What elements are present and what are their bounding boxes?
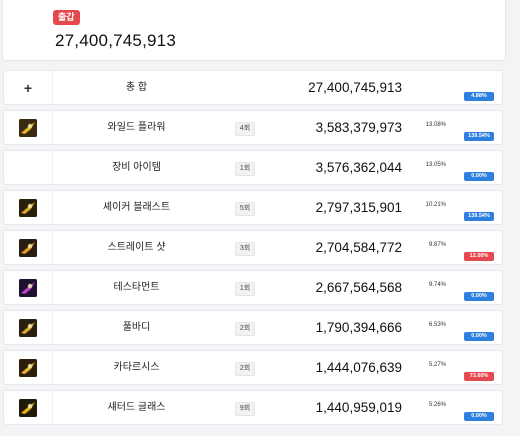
total-row[interactable]: + 총 합 27,400,745,913 4.88% — [3, 70, 503, 105]
rate-pill: 139.54% — [464, 212, 494, 221]
icon-cell — [4, 271, 53, 304]
damage-share-percent: 10.21% — [425, 202, 446, 208]
skill-name: 와일드 플라워 — [107, 122, 166, 133]
hit-count-badge: 4회 — [235, 122, 255, 136]
damage-value: 2,704,584,772 — [315, 240, 402, 255]
damage-value: 3,576,362,044 — [315, 160, 402, 175]
skill-name: 풀바디 — [122, 322, 151, 333]
skill-row[interactable]: 카타르시스 2회 1,444,076,639 5.27% 73.60% — [3, 350, 503, 385]
skill-name: 카타르시스 — [113, 362, 160, 373]
full-body-skill-icon — [19, 318, 37, 337]
damage-value: 2,797,315,901 — [315, 200, 402, 215]
damage-share-percent: 9.87% — [428, 242, 446, 248]
icon-cell: + — [4, 71, 53, 104]
rate-pill: 0.00% — [464, 332, 494, 341]
damage-value: 1,444,076,639 — [315, 360, 402, 375]
icon-cell — [4, 311, 53, 344]
damage-share-percent: 13.08% — [425, 122, 446, 128]
plus-icon[interactable]: + — [23, 79, 33, 96]
shattered-glass-skill-icon — [19, 398, 37, 417]
skill-name: 셰이커 블래스트 — [102, 202, 171, 213]
skill-name: 테스타먼트 — [113, 282, 160, 293]
skill-row[interactable]: 스트레이트 샷 3회 2,704,584,772 9.87% 12.00% — [3, 230, 503, 265]
hit-count-badge: 2회 — [235, 322, 255, 336]
deal-badge: 출갑 — [53, 10, 80, 25]
rate-pill: 0.00% — [464, 412, 494, 421]
damage-share-percent: 5.26% — [428, 402, 446, 408]
skill-name: 스트레이트 샷 — [107, 242, 166, 253]
skill-name: 섀터드 글래스 — [107, 402, 166, 413]
damage-value: 27,400,745,913 — [308, 80, 402, 95]
damage-value: 1,440,959,019 — [315, 400, 402, 415]
skill-name: 장비 아이템 — [112, 162, 161, 173]
shaker-blast-skill-icon — [19, 198, 37, 217]
hit-count-badge: 3회 — [235, 242, 255, 256]
testament-skill-icon — [19, 278, 37, 297]
icon-cell — [4, 151, 53, 184]
damage-value: 3,583,379,973 — [315, 120, 402, 135]
hit-count-badge: 1회 — [235, 282, 255, 296]
hit-count-badge: 9회 — [235, 402, 255, 416]
hit-count-badge: 2회 — [235, 362, 255, 376]
icon-cell — [4, 351, 53, 384]
catharsis-skill-icon — [19, 358, 37, 377]
damage-share-percent: 5.27% — [428, 362, 446, 368]
skill-row[interactable]: 풀바디 2회 1,790,394,666 6.53% 0.00% — [3, 310, 503, 345]
wild-flower-skill-icon — [19, 118, 37, 137]
skill-row[interactable]: 테스타먼트 1회 2,667,564,568 9.74% 0.00% — [3, 270, 503, 305]
damage-value: 2,667,564,568 — [315, 280, 402, 295]
icon-cell — [4, 191, 53, 224]
rate-pill: 12.00% — [464, 252, 494, 261]
hit-count-badge: 1회 — [235, 162, 255, 176]
damage-share-percent: 9.74% — [428, 282, 446, 288]
straight-shot-skill-icon — [19, 238, 37, 257]
rate-pill: 139.54% — [464, 132, 494, 141]
damage-share-percent: 6.53% — [428, 322, 446, 328]
skill-row[interactable]: 셰이커 블래스트 5회 2,797,315,901 10.21% 139.54% — [3, 190, 503, 225]
damage-summary-card: 출갑 27,400,745,913 — [2, 0, 506, 61]
damage-share-percent: 13.05% — [425, 162, 446, 168]
rate-pill: 4.88% — [464, 92, 494, 101]
summary-total-damage: 27,400,745,913 — [55, 31, 176, 50]
skill-row[interactable]: 장비 아이템 1회 3,576,362,044 13.05% 0.00% — [3, 150, 503, 185]
skill-row[interactable]: 섀터드 글래스 9회 1,440,959,019 5.26% 0.00% — [3, 390, 503, 425]
rate-pill: 73.60% — [464, 372, 494, 381]
icon-cell — [4, 111, 53, 144]
damage-value: 1,790,394,666 — [315, 320, 402, 335]
icon-cell — [4, 231, 53, 264]
rate-pill: 0.00% — [464, 292, 494, 301]
skill-name: 총 합 — [125, 82, 148, 93]
rate-pill: 0.00% — [464, 172, 494, 181]
hit-count-badge: 5회 — [235, 202, 255, 216]
icon-cell — [4, 391, 53, 424]
skill-row[interactable]: 와일드 플라워 4회 3,583,379,973 13.08% 139.54% — [3, 110, 503, 145]
